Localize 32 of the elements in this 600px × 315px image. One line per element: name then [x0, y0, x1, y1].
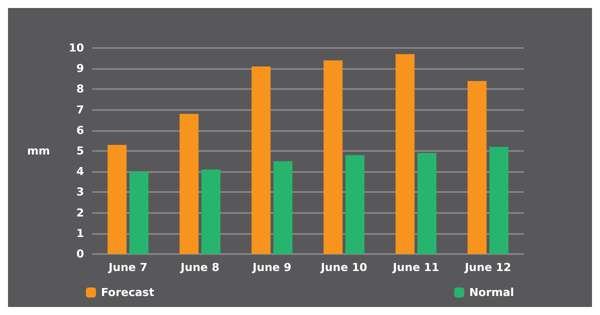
bar [489, 146, 508, 254]
y-axis-title: mm [27, 144, 50, 158]
bar [252, 66, 271, 254]
y-tick-label: 1 [76, 226, 84, 240]
y-tick-label: 7 [76, 103, 84, 116]
x-tick-label: June 10 [320, 261, 368, 274]
bar [108, 144, 127, 254]
legend-label: Normal [469, 286, 514, 299]
bar [345, 155, 364, 254]
x-tick-label: June 11 [392, 261, 440, 274]
y-tick-label: 5 [76, 144, 84, 158]
bar [324, 60, 343, 254]
y-tick-label: 2 [76, 206, 84, 220]
y-tick-label: 3 [76, 186, 84, 199]
bar [468, 80, 487, 254]
x-tick-label: June 12 [464, 261, 512, 274]
legend-label: Forecast [100, 286, 154, 299]
y-tick-label: 6 [76, 124, 84, 137]
bar [201, 170, 220, 254]
bar [180, 114, 199, 254]
bar [396, 54, 415, 254]
bar [417, 153, 436, 254]
x-tick-label: June 9 [252, 261, 292, 274]
y-tick-label: 8 [76, 82, 84, 96]
x-tick-label: June 8 [180, 261, 220, 274]
y-tick-label: 9 [76, 62, 84, 76]
bar [129, 172, 148, 254]
x-tick-label: June 7 [108, 261, 148, 274]
y-tick-label: 10 [68, 42, 84, 54]
bar [273, 161, 292, 254]
y-tick-label: 0 [76, 248, 84, 260]
y-tick-label: 4 [76, 165, 84, 178]
